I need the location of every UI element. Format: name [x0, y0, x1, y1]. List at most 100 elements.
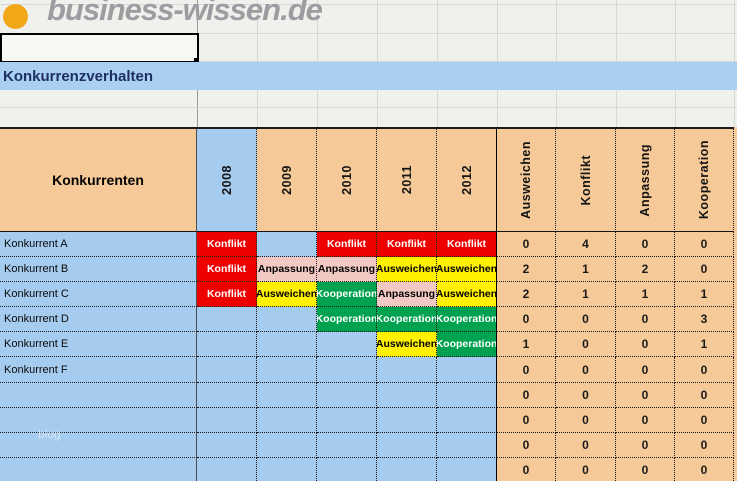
metric-header-ausweichen[interactable]: Ausweichen: [497, 129, 556, 232]
count-cell[interactable]: 1: [556, 282, 616, 308]
behavior-cell[interactable]: [257, 457, 317, 481]
behavior-cell[interactable]: Ausweichen: [257, 282, 317, 308]
count-cell[interactable]: 0: [556, 407, 616, 433]
count-cell[interactable]: 0: [497, 357, 556, 383]
row-label[interactable]: Konkurrent F: [0, 357, 197, 383]
behavior-cell[interactable]: Anpassung: [377, 282, 437, 308]
metric-header-anpassung[interactable]: Anpassung: [616, 129, 675, 232]
count-cell[interactable]: 0: [616, 407, 675, 433]
behavior-cell[interactable]: [437, 382, 497, 408]
count-cell[interactable]: 0: [497, 457, 556, 481]
behavior-cell[interactable]: [377, 357, 437, 383]
behavior-cell[interactable]: Ausweichen: [377, 257, 437, 283]
count-cell[interactable]: 0: [675, 357, 734, 383]
count-cell[interactable]: 0: [675, 457, 734, 481]
row-label[interactable]: Konkurrent B: [0, 257, 197, 283]
count-cell[interactable]: 0: [616, 332, 675, 358]
count-cell[interactable]: 0: [616, 432, 675, 458]
behavior-cell[interactable]: [197, 332, 257, 358]
row-label[interactable]: Konkurrent C: [0, 282, 197, 308]
count-cell[interactable]: 0: [675, 232, 734, 258]
behavior-cell[interactable]: Kooperation: [437, 307, 497, 333]
row-label[interactable]: [0, 457, 197, 481]
count-cell[interactable]: 0: [675, 407, 734, 433]
behavior-cell[interactable]: [437, 457, 497, 481]
metric-header-kooperation[interactable]: Kooperation: [675, 129, 734, 232]
behavior-cell[interactable]: [257, 307, 317, 333]
year-header-2009[interactable]: 2009: [257, 129, 317, 232]
count-cell[interactable]: 0: [497, 407, 556, 433]
behavior-cell[interactable]: [437, 407, 497, 433]
count-cell[interactable]: 1: [616, 282, 675, 308]
count-cell[interactable]: 1: [675, 332, 734, 358]
count-cell[interactable]: 0: [675, 257, 734, 283]
count-cell[interactable]: 0: [556, 357, 616, 383]
behavior-cell[interactable]: Anpassung: [317, 257, 377, 283]
behavior-cell[interactable]: [377, 457, 437, 481]
behavior-cell[interactable]: Kooperation: [437, 332, 497, 358]
year-header-2008[interactable]: 2008: [197, 129, 257, 232]
behavior-cell[interactable]: [377, 382, 437, 408]
selected-cell[interactable]: [0, 33, 199, 63]
behavior-cell[interactable]: Ausweichen: [377, 332, 437, 358]
behavior-cell[interactable]: [377, 407, 437, 433]
behavior-cell[interactable]: [317, 432, 377, 458]
year-header-2011[interactable]: 2011: [377, 129, 437, 232]
behavior-cell[interactable]: [197, 407, 257, 433]
behavior-cell[interactable]: [257, 407, 317, 433]
metric-header-konflikt[interactable]: Konflikt: [556, 129, 616, 232]
behavior-cell[interactable]: [197, 307, 257, 333]
behavior-cell[interactable]: [437, 357, 497, 383]
row-label[interactable]: Konkurrent A: [0, 232, 197, 258]
year-header-2012[interactable]: 2012: [437, 129, 497, 232]
count-cell[interactable]: 0: [556, 432, 616, 458]
count-cell[interactable]: 2: [497, 282, 556, 308]
selection-fill-handle[interactable]: [194, 58, 199, 63]
behavior-cell[interactable]: [377, 432, 437, 458]
behavior-cell[interactable]: [197, 457, 257, 481]
behavior-cell[interactable]: Konflikt: [317, 232, 377, 258]
count-cell[interactable]: 0: [675, 432, 734, 458]
behavior-cell[interactable]: Kooperation: [377, 307, 437, 333]
row-label[interactable]: [0, 407, 197, 433]
behavior-cell[interactable]: [257, 332, 317, 358]
row-label[interactable]: [0, 432, 197, 458]
behavior-cell[interactable]: [317, 407, 377, 433]
count-cell[interactable]: 4: [556, 232, 616, 258]
row-label[interactable]: Konkurrent D: [0, 307, 197, 333]
behavior-cell[interactable]: [317, 357, 377, 383]
count-cell[interactable]: 0: [675, 382, 734, 408]
count-cell[interactable]: 0: [616, 357, 675, 383]
behavior-cell[interactable]: Anpassung: [257, 257, 317, 283]
count-cell[interactable]: 0: [556, 307, 616, 333]
row-label[interactable]: Konkurrent E: [0, 332, 197, 358]
count-cell[interactable]: 0: [616, 232, 675, 258]
behavior-cell[interactable]: [257, 432, 317, 458]
year-header-2010[interactable]: 2010: [317, 129, 377, 232]
behavior-cell[interactable]: Kooperation: [317, 282, 377, 308]
count-cell[interactable]: 2: [616, 257, 675, 283]
behavior-cell[interactable]: [257, 357, 317, 383]
behavior-cell[interactable]: [197, 382, 257, 408]
behavior-cell[interactable]: Konflikt: [197, 232, 257, 258]
count-cell[interactable]: 2: [497, 257, 556, 283]
count-cell[interactable]: 3: [675, 307, 734, 333]
behavior-cell[interactable]: [317, 457, 377, 481]
count-cell[interactable]: 1: [675, 282, 734, 308]
behavior-cell[interactable]: [197, 432, 257, 458]
behavior-cell[interactable]: [257, 382, 317, 408]
behavior-cell[interactable]: Konflikt: [197, 257, 257, 283]
count-cell[interactable]: 1: [556, 257, 616, 283]
count-cell[interactable]: 0: [616, 457, 675, 481]
title-cell[interactable]: Konkurrenzverhalten: [0, 62, 737, 90]
count-cell[interactable]: 0: [616, 307, 675, 333]
behavior-cell[interactable]: [257, 232, 317, 258]
row-label[interactable]: [0, 382, 197, 408]
behavior-cell[interactable]: [437, 432, 497, 458]
corner-header-konkurrenten[interactable]: Konkurrenten: [0, 129, 197, 232]
behavior-cell[interactable]: [197, 357, 257, 383]
count-cell[interactable]: 0: [556, 332, 616, 358]
behavior-cell[interactable]: Ausweichen: [437, 282, 497, 308]
count-cell[interactable]: 1: [497, 332, 556, 358]
count-cell[interactable]: 0: [616, 382, 675, 408]
